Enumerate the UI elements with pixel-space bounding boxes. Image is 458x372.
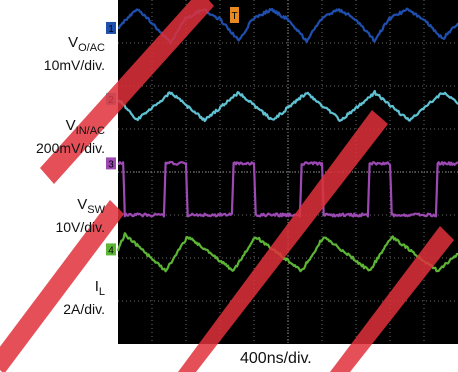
channel-marker-box (106, 243, 116, 256)
channel-2-label: VIN/AC 200mV/div. (36, 117, 105, 156)
channel-3-marker: 3 (106, 157, 116, 170)
channel-3-label: VSW 10V/div. (55, 196, 105, 235)
channel-4-label: IL 2A/div. (63, 278, 105, 317)
channel-4-marker: 4 (106, 243, 116, 256)
timebase-label: 400ns/div. (240, 350, 312, 367)
channel-1-label: VO/AC 10mV/div. (43, 34, 105, 73)
channel-marker-number: 1 (108, 24, 114, 35)
channel-marker-box (106, 21, 116, 34)
channel-marker-number: 3 (108, 159, 114, 170)
channel-marker-number: 4 (108, 245, 114, 256)
trigger-marker: T (230, 7, 239, 23)
channel-marker-box (106, 157, 116, 170)
trigger-label: T (231, 11, 237, 22)
trace-channel-3 (117, 160, 458, 218)
trace-channel-4 (116, 232, 458, 273)
trace-channel-2 (117, 89, 458, 123)
channel-1-marker: 1 (106, 21, 116, 35)
